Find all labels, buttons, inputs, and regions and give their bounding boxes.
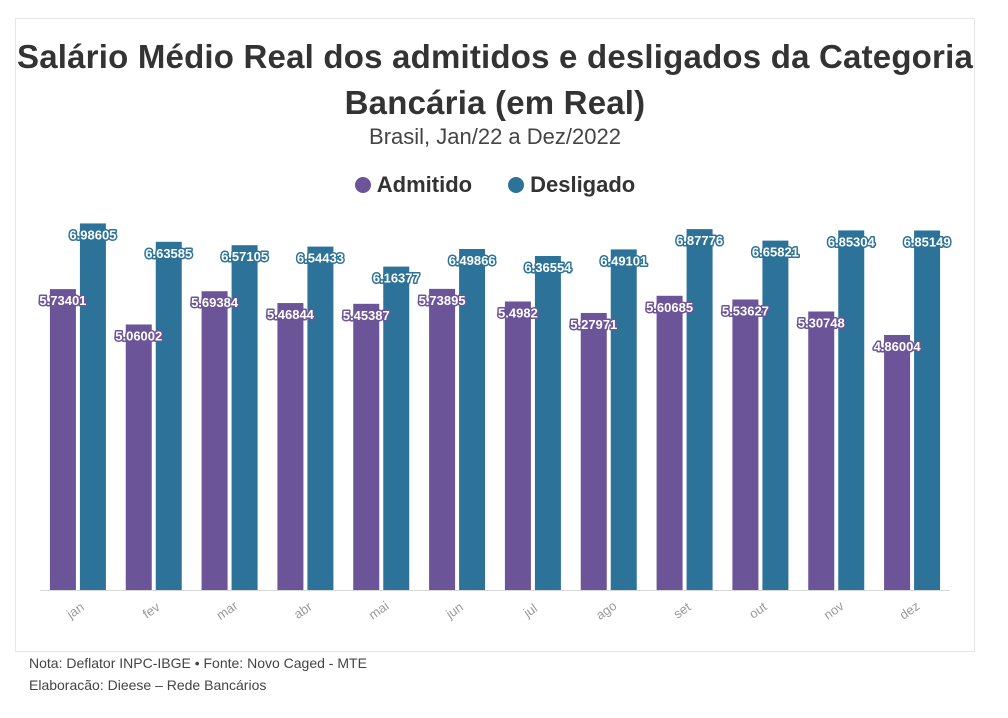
bar-desligado-abr	[307, 246, 334, 590]
bar-admitido-jun	[429, 288, 456, 590]
legend-label-desligado: Desligado	[530, 172, 636, 197]
footer-note: Nota: Deflator INPC-IBGE • Fonte: Novo C…	[29, 655, 367, 671]
x-tick-label-abr: abr	[291, 598, 316, 621]
bar-desligado-fev	[155, 241, 182, 590]
x-tick-label-ago: ago	[593, 598, 619, 623]
data-label-admitido-jan: 5.73401	[39, 293, 86, 308]
bar-admitido-abr	[277, 303, 304, 590]
data-label-desligado-mai: 6.16377	[373, 271, 420, 286]
bar-desligado-dez	[914, 230, 941, 591]
x-tick-label-mai: mai	[366, 598, 392, 622]
bar-desligado-mar	[231, 245, 258, 591]
data-label-admitido-fev: 5.06002	[115, 328, 162, 343]
data-label-admitido-out: 5.53627	[722, 303, 769, 318]
legend-label-admitido: Admitido	[376, 172, 473, 197]
data-label-desligado-ago: 6.49101	[600, 253, 647, 268]
bar-admitido-mai	[353, 303, 380, 590]
data-label-admitido-mar: 5.69384	[191, 295, 239, 310]
data-label-desligado-abr: 6.54433	[297, 251, 344, 266]
bar-admitido-out	[732, 299, 759, 590]
data-label-admitido-nov: 5.30748	[798, 316, 845, 331]
data-label-admitido-abr: 5.46844	[267, 307, 315, 322]
data-label-admitido-ago: 5.27971	[570, 317, 617, 332]
legend-item-desligado[interactable]: Desligado	[508, 172, 635, 198]
bar-admitido-ago	[580, 312, 607, 590]
bar-admitido-set	[656, 295, 683, 590]
bar-admitido-mar	[201, 291, 228, 590]
bar-desligado-jul	[534, 255, 561, 591]
x-tick-label-mar: mar	[214, 597, 241, 623]
x-tick-label-jan: jan	[63, 599, 87, 622]
data-label-desligado-dez: 6.85149	[904, 234, 951, 249]
bar-desligado-jan	[79, 223, 106, 590]
data-label-desligado-jan: 6.98605	[69, 227, 116, 242]
data-label-admitido-jul: 5.4982	[498, 305, 538, 320]
bar-admitido-fev	[125, 324, 152, 590]
x-tick-label-out: out	[746, 599, 770, 622]
x-tick-label-jun: jun	[442, 599, 466, 622]
x-tick-label-nov: nov	[821, 598, 847, 623]
bar-desligado-mai	[383, 266, 410, 590]
data-label-desligado-mar: 6.57105	[221, 249, 268, 264]
footer-credit: Elaboracão: Dieese – Rede Bancários	[29, 677, 267, 693]
legend-swatch-desligado	[508, 177, 525, 193]
chart-title: Salário Médio Real dos admitidos e desli…	[17, 38, 973, 121]
bar-desligado-jun	[459, 248, 486, 590]
bar-desligado-set	[686, 229, 713, 590]
data-label-desligado-out: 6.65821	[752, 245, 799, 260]
data-label-admitido-mai: 5.45387	[343, 308, 390, 323]
data-label-desligado-jun: 6.49866	[449, 253, 496, 268]
x-tick-label-fev: fev	[140, 599, 163, 622]
x-tick-label-dez: dez	[897, 598, 923, 622]
bar-chart: 5.73401 6.98605 jan 5.06002 6.63585 fev 5.6938…	[38, 223, 952, 623]
data-label-admitido-jun: 5.73895	[419, 293, 466, 308]
data-label-desligado-set: 6.87776	[676, 233, 723, 248]
data-label-admitido-dez: 4.86004	[874, 339, 922, 354]
bar-desligado-ago	[610, 249, 637, 590]
data-label-admitido-set: 5.60685	[646, 300, 693, 315]
bar-admitido-jul	[504, 301, 531, 590]
bar-admitido-nov	[808, 311, 835, 590]
data-label-desligado-fev: 6.63585	[145, 246, 192, 261]
x-tick-label-set: set	[671, 599, 694, 621]
legend-swatch-admitido	[354, 177, 371, 193]
bar-admitido-dez	[884, 334, 911, 590]
data-label-desligado-nov: 6.85304	[828, 234, 876, 249]
chart-subtitle: Brasil, Jan/22 a Dez/2022	[369, 124, 621, 149]
legend: Admitido Desligado	[0, 172, 990, 198]
x-tick-label-jul: jul	[520, 600, 540, 620]
bar-desligado-out	[762, 240, 789, 590]
bar-desligado-nov	[838, 230, 865, 590]
legend-item-admitido[interactable]: Admitido	[354, 172, 473, 198]
bar-admitido-jan	[49, 289, 76, 590]
data-label-desligado-jul: 6.36554	[524, 260, 572, 275]
